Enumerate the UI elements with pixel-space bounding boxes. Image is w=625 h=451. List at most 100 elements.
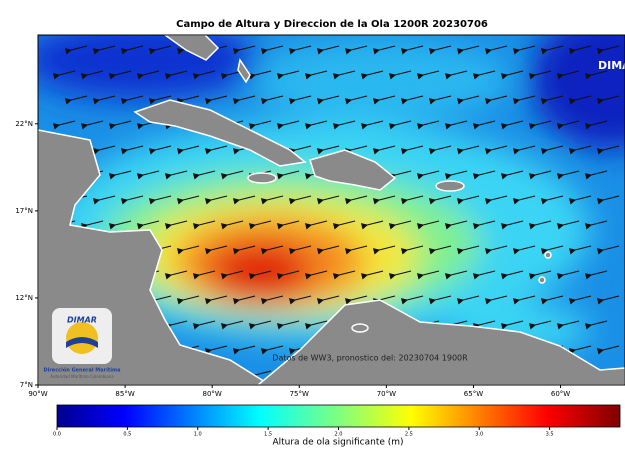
wave-arrow (400, 145, 424, 155)
wave-arrow (512, 95, 536, 105)
wave-arrow (372, 95, 396, 105)
wave-arrow (232, 195, 256, 205)
florida (163, 35, 220, 61)
wave-arrow (540, 195, 564, 205)
wave-arrow (528, 220, 552, 230)
wave-arrow (584, 220, 608, 230)
wave-arrow (456, 295, 480, 305)
wave-arrow (120, 95, 144, 105)
wave-arrow (584, 70, 608, 80)
wave-arrow (148, 95, 172, 105)
colorbar-tick-label: 3.0 (475, 432, 483, 438)
wave-arrow (428, 245, 452, 255)
wave-arrow (372, 295, 396, 305)
wave-arrow (528, 120, 552, 130)
wave-arrow (444, 220, 468, 230)
wave-arrow (584, 320, 608, 330)
wave-arrow (192, 320, 216, 330)
wave-arrow (456, 245, 480, 255)
wave-arrow (556, 220, 580, 230)
wave-arrow (444, 70, 468, 80)
wave-arrow (304, 70, 328, 80)
wave-arrow (428, 145, 452, 155)
colorbar-tick-label: 3.5 (546, 432, 554, 438)
island (544, 251, 552, 259)
lat-tick-label: 17°N (15, 207, 33, 215)
wave-arrow (232, 45, 256, 55)
wave-arrow (360, 220, 384, 230)
wave-arrow (344, 195, 368, 205)
wave-arrow (360, 270, 384, 280)
annotation: Datos de WW3, pronostico del: 20230704 1… (272, 354, 468, 363)
puerto-rico (435, 180, 465, 192)
wave-arrow (316, 295, 340, 305)
wave-arrow (304, 120, 328, 130)
wave-arrow (428, 295, 452, 305)
colorbar-label: Altura de ola significante (m) (272, 438, 403, 448)
wave-arrow (204, 95, 228, 105)
wave-arrow (164, 70, 188, 80)
wave-arrow (400, 245, 424, 255)
wave-arrow (92, 145, 116, 155)
wave-arrow (204, 295, 228, 305)
wave-arrow (428, 45, 452, 55)
wave-arrow (556, 70, 580, 80)
wave-arrow (388, 120, 412, 130)
wave-arrow (80, 120, 104, 130)
wave-arrow (136, 220, 160, 230)
wave-arrow (512, 45, 536, 55)
wave-arrow (232, 95, 256, 105)
wave-arrow (400, 45, 424, 55)
wave-arrow (276, 320, 300, 330)
wave-arrow (568, 145, 592, 155)
wave-arrow (372, 45, 396, 55)
logo-mark: DIMAR (67, 316, 97, 325)
wave-arrow (192, 270, 216, 280)
wave-arrow (584, 120, 608, 130)
wave-arrow (456, 95, 480, 105)
jamaica (247, 172, 277, 184)
wave-arrow (232, 245, 256, 255)
wave-arrow (80, 70, 104, 80)
wave-arrow (388, 70, 412, 80)
wave-arrow (204, 145, 228, 155)
wave-arrow (164, 170, 188, 180)
island (351, 323, 369, 333)
wave-arrow (108, 120, 132, 130)
wave-arrow (568, 295, 592, 305)
wave-arrow (248, 320, 272, 330)
wave-arrow (512, 295, 536, 305)
wave-arrow (120, 45, 144, 55)
wave-arrow (248, 270, 272, 280)
wave-arrow (220, 270, 244, 280)
wave-arrow (276, 170, 300, 180)
wave-arrow (456, 195, 480, 205)
wave-arrow (540, 45, 564, 55)
wave-arrow (304, 270, 328, 280)
wave-arrow (556, 120, 580, 130)
wave-arrow (428, 195, 452, 205)
wave-arrow (192, 170, 216, 180)
wave-arrow (52, 70, 76, 80)
wave-arrow (260, 245, 284, 255)
wave-arrow (584, 270, 608, 280)
wave-arrow (220, 220, 244, 230)
wave-arrow (556, 270, 580, 280)
wave-arrow (528, 70, 552, 80)
wave-arrow (260, 45, 284, 55)
wave-arrow (472, 320, 496, 330)
wave-arrow (556, 320, 580, 330)
wave-arrow (388, 270, 412, 280)
hispaniola (309, 149, 397, 191)
wave-arrow (428, 95, 452, 105)
wave-arrow (52, 120, 76, 130)
wave-arrow (540, 145, 564, 155)
wave-arrow (232, 295, 256, 305)
wave-arrow (316, 145, 340, 155)
wave-arrow (596, 45, 620, 55)
wave-arrow (248, 370, 272, 380)
wave-arrow (92, 95, 116, 105)
wave-arrow (372, 145, 396, 155)
